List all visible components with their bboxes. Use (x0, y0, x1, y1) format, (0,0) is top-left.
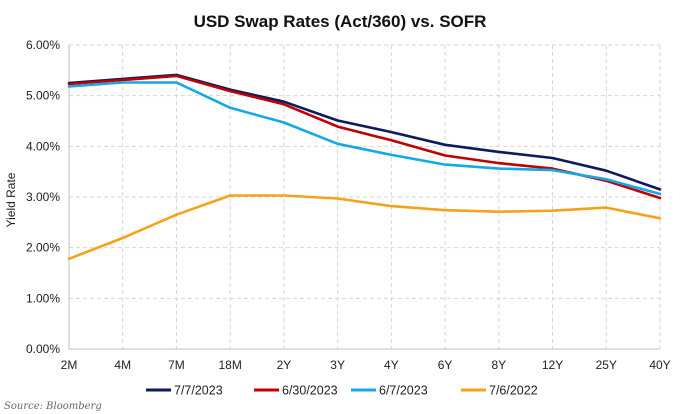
x-tick-layer: 2M 4M 7M 18M 2Y 3Y 4Y 6Y 8Y 12Y 25Y 40Y (61, 358, 671, 372)
series-line-2 (67, 74, 662, 200)
x-tick-label: 2Y (277, 358, 292, 372)
y-tick-label: 2.00% (26, 241, 60, 255)
series-line-4 (67, 194, 662, 261)
legend-label: 6/30/2023 (282, 384, 338, 398)
legend-label: 7/6/2022 (489, 384, 538, 398)
x-tick-label: 40Y (649, 358, 670, 372)
chart-title: USD Swap Rates (Act/360) vs. SOFR (194, 12, 487, 31)
legend-label: 6/7/2023 (379, 384, 428, 398)
x-tick-label: 4Y (384, 358, 399, 372)
y-tick-label: 5.00% (26, 89, 60, 103)
legend-label: 7/7/2023 (174, 384, 223, 398)
x-tick-label: 4M (114, 358, 131, 372)
y-tick-label: 4.00% (26, 139, 60, 153)
y-tick-label: 0.00% (26, 342, 60, 356)
y-tick-layer: 0.00% 1.00% 2.00% 3.00% 4.00% 5.00% 6.00% (26, 38, 60, 356)
x-tick-label: 6Y (438, 358, 453, 372)
y-axis-label: Yield Rate (4, 172, 18, 227)
y-tick-label: 6.00% (26, 38, 60, 52)
source-note: Source: Bloomberg (4, 401, 102, 412)
series-line-3 (67, 81, 662, 196)
x-tick-label: 12Y (542, 358, 563, 372)
x-tick-label: 7M (168, 358, 185, 372)
y-tick-label: 1.00% (26, 291, 60, 305)
legend: 7/7/2023 6/30/2023 6/7/2023 7/6/2022 (146, 384, 538, 398)
grid-layer (68, 44, 661, 350)
series-layer (67, 73, 662, 261)
y-tick-label: 3.00% (26, 190, 60, 204)
x-tick-label: 2M (61, 358, 78, 372)
x-tick-label: 8Y (491, 358, 506, 372)
x-tick-label: 3Y (330, 358, 345, 372)
x-tick-label: 18M (219, 358, 242, 372)
x-tick-label: 25Y (596, 358, 617, 372)
